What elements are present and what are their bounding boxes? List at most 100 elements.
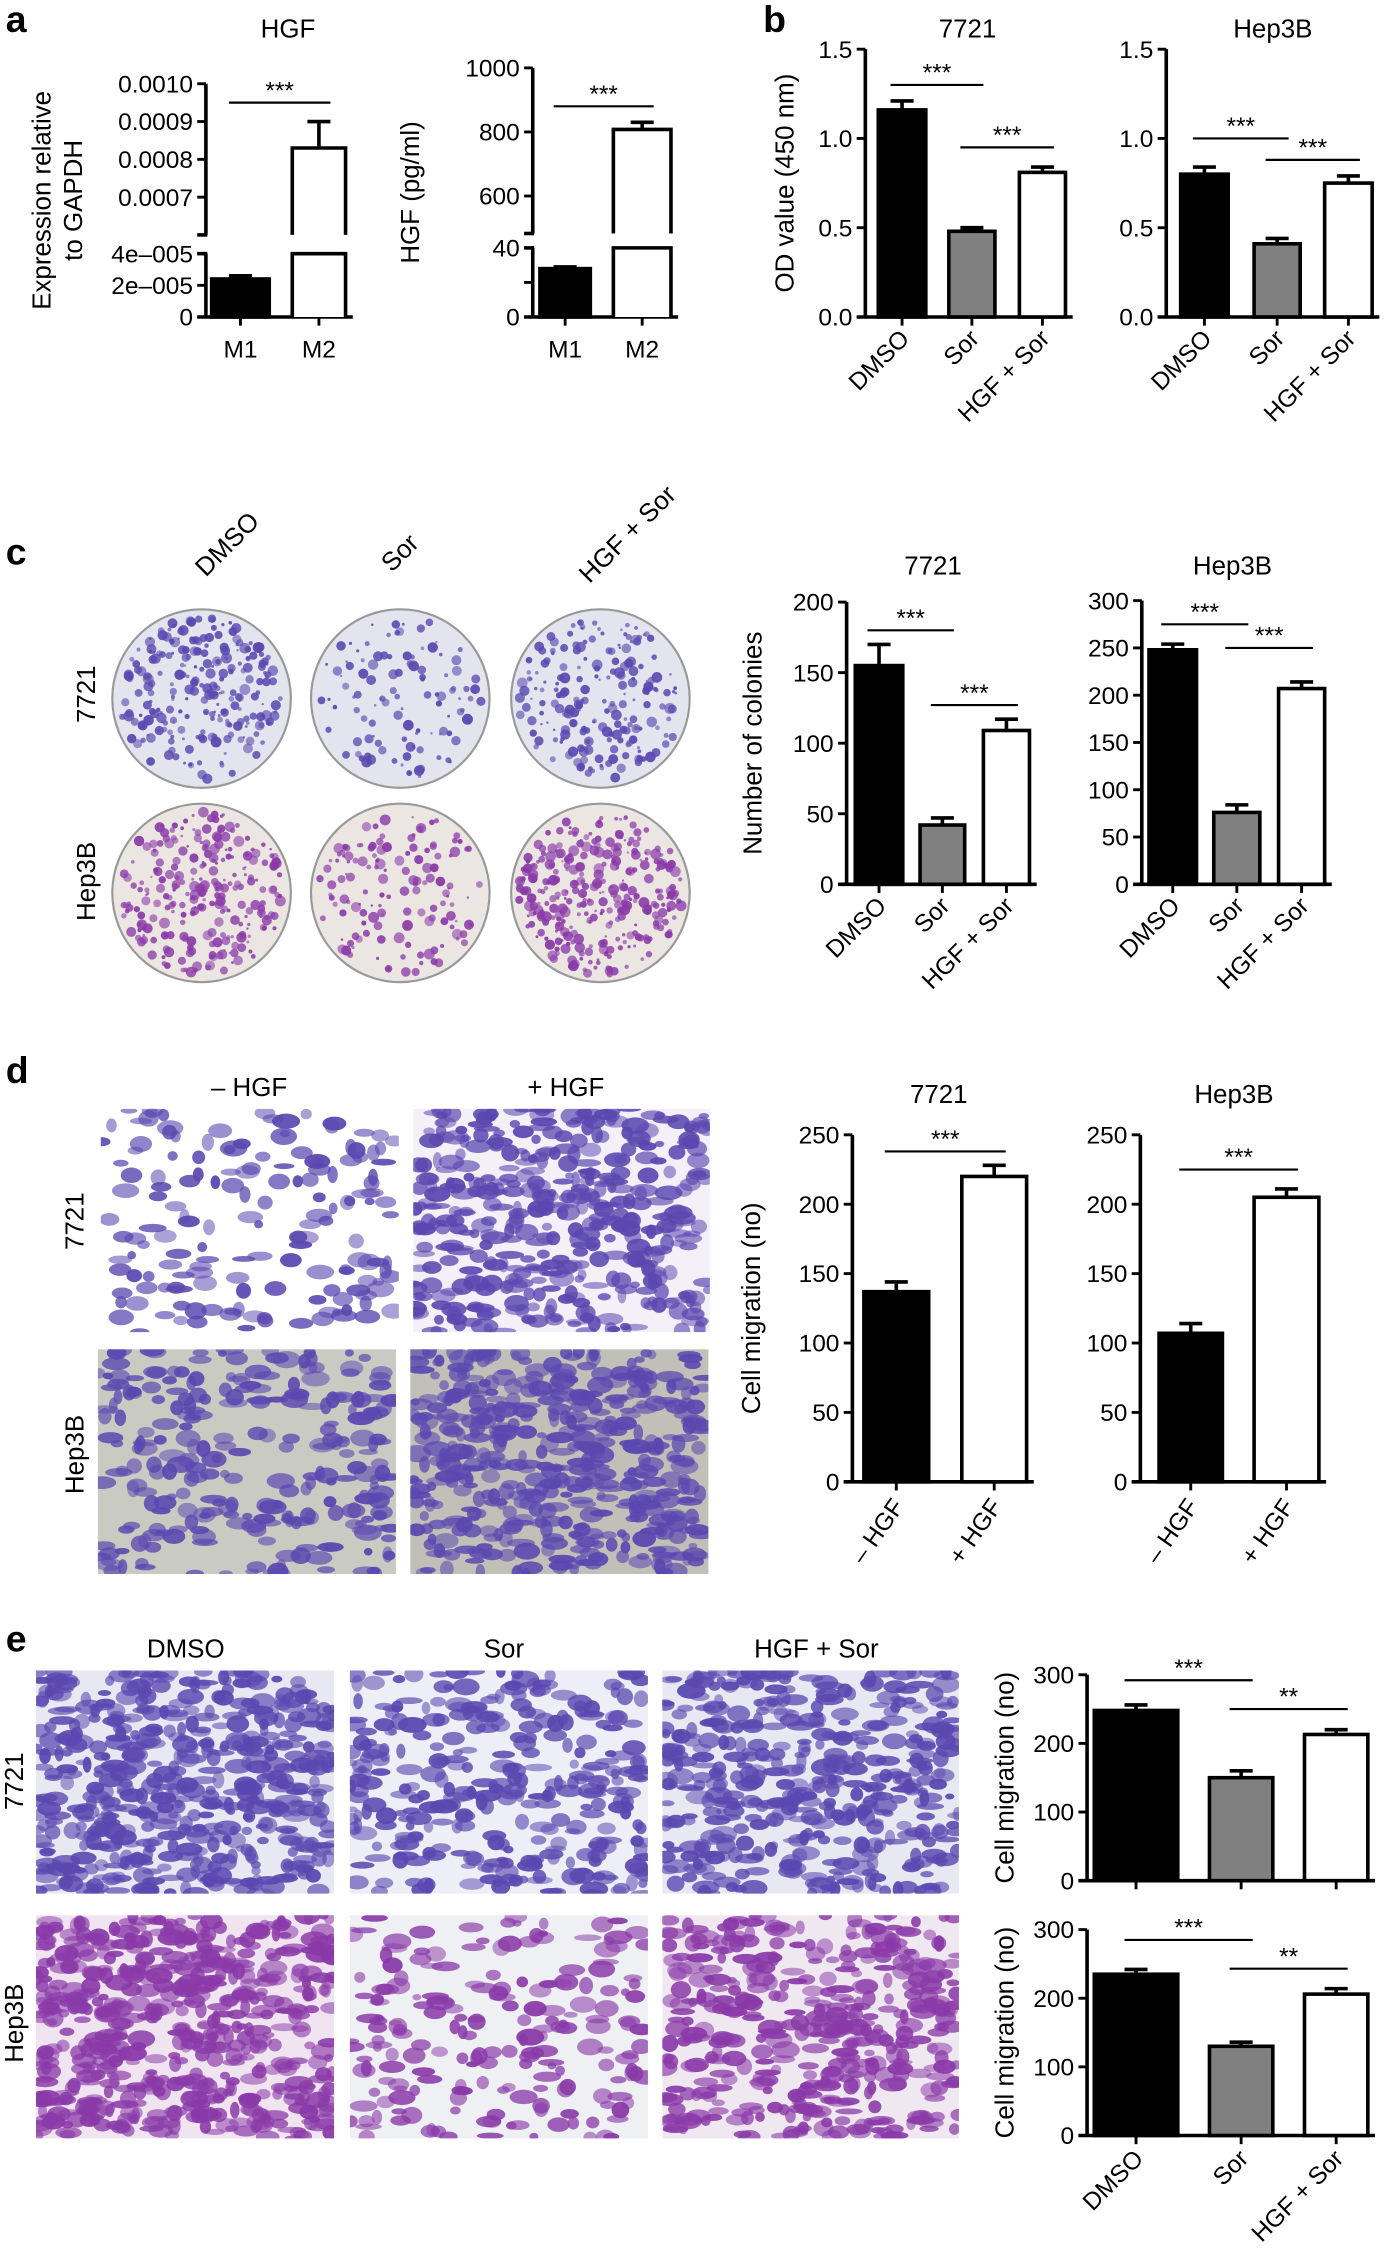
colony-dot (576, 675, 583, 683)
colony-dot (139, 880, 145, 886)
cell (904, 1988, 923, 2001)
colony-dot (563, 856, 571, 863)
colony-dot (559, 663, 568, 672)
cell (444, 1515, 469, 1525)
colony-dot (656, 893, 664, 901)
colony-dot (160, 931, 170, 940)
colony-dot (664, 931, 672, 939)
cell (209, 1829, 230, 1843)
cell (158, 1259, 183, 1270)
colony-dot (451, 928, 463, 940)
colony-dot (422, 862, 433, 874)
cell (290, 1146, 313, 1160)
cell (613, 1416, 637, 1431)
cell (339, 1194, 355, 1210)
cell (142, 1877, 166, 1885)
colony-dot (628, 897, 633, 902)
colony-dot (389, 687, 397, 695)
cell (652, 1437, 664, 1455)
colony-dot (150, 709, 160, 719)
colony-dot (554, 891, 561, 898)
colony-dot (190, 678, 199, 687)
cell (238, 1968, 256, 1984)
colony-dot (468, 922, 473, 927)
cell (470, 1414, 497, 1430)
colony-dot (204, 710, 208, 715)
colony-dot (345, 899, 351, 905)
colony-dot (450, 685, 457, 692)
cell (100, 1137, 111, 1147)
colony-dot (448, 853, 453, 858)
cell (300, 1108, 312, 1120)
colony-dot (581, 841, 592, 853)
cell (273, 1712, 285, 1729)
colony-dot (405, 850, 411, 856)
cell (480, 1216, 497, 1226)
cell (392, 1675, 406, 1684)
cell (525, 1263, 542, 1271)
colony-dot (657, 924, 665, 932)
cell (471, 1778, 498, 1788)
cell (362, 1675, 385, 1691)
colony-dot (533, 744, 539, 750)
colony-dot (628, 666, 639, 677)
colony-dot (598, 897, 608, 907)
colony-dot (578, 746, 589, 757)
cell (691, 1762, 718, 1769)
colony-dot (614, 816, 618, 821)
cell (516, 1976, 529, 1988)
colony-dot (623, 692, 626, 696)
cell (349, 2100, 378, 2112)
cell (114, 1547, 130, 1555)
colony-dot (613, 894, 622, 903)
colony-dot (569, 879, 579, 889)
colony-dot (581, 696, 589, 705)
cell (374, 1196, 397, 1208)
cells (35, 1670, 335, 1894)
colony-dot (141, 896, 151, 906)
colony-dot (261, 702, 264, 706)
cell (214, 2041, 227, 2052)
cell (35, 1809, 48, 1821)
cell (413, 1250, 436, 1258)
cell (237, 1948, 256, 1959)
cell (156, 1120, 184, 1136)
colony-dot (578, 708, 581, 712)
cell (359, 1489, 369, 1498)
cell (833, 1836, 852, 1846)
cell (332, 1308, 345, 1316)
cell (462, 1523, 482, 1538)
colony-dot (236, 717, 245, 726)
colony-dot (523, 852, 533, 863)
cell (366, 1566, 380, 1574)
cell (637, 1376, 658, 1391)
cell (298, 2080, 315, 2095)
cell (483, 1533, 503, 1542)
cell (913, 1884, 942, 1894)
cell (228, 1878, 243, 1888)
cell (203, 1219, 215, 1236)
colony-dot (376, 837, 384, 846)
colony-dot (211, 831, 223, 842)
cell (418, 1172, 439, 1185)
colony-dot (236, 649, 239, 652)
cell (685, 1399, 706, 1415)
cell (764, 1684, 788, 1695)
colony-dot (157, 630, 168, 641)
cell (319, 1423, 337, 1437)
cell (35, 1990, 54, 2008)
cell (246, 1561, 267, 1573)
cell (549, 1447, 576, 1456)
cell (119, 1824, 136, 1838)
cell (884, 1829, 896, 1846)
colony-dot (207, 614, 217, 623)
cell (312, 1442, 337, 1450)
cell (633, 1489, 660, 1505)
colony-dot (657, 907, 668, 918)
colony-dot (561, 860, 564, 863)
cell (530, 2045, 559, 2058)
cell (127, 1480, 140, 1498)
colony-dot (366, 675, 377, 686)
cell (319, 1840, 335, 1856)
cell (162, 1528, 186, 1544)
